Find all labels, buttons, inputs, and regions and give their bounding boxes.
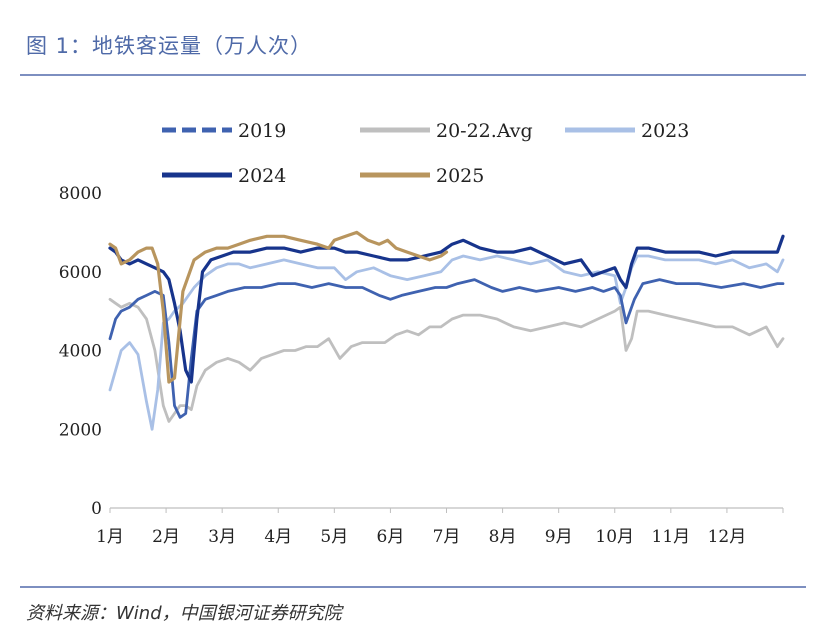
title-rule xyxy=(20,74,806,76)
legend-label: 2019 xyxy=(238,120,286,142)
series-line-2023 xyxy=(108,254,785,431)
x-tick-label: 8月 xyxy=(489,527,517,547)
x-tick-label: 2月 xyxy=(152,527,180,547)
x-tick-label: 7月 xyxy=(433,527,461,547)
figure-title: 图 1：地铁客运量（万人次） xyxy=(26,34,313,58)
x-tick-label: 12月 xyxy=(708,527,747,547)
x-axis: 1月 2月 3月 4月 5月 6月 7月 8月 9月 10月 11月 12月 xyxy=(96,507,784,547)
legend-label: 20-22.Avg xyxy=(436,120,533,142)
legend-label: 2025 xyxy=(436,165,484,187)
series-line-20-22-avg xyxy=(108,297,785,423)
series-line-2019 xyxy=(108,278,785,419)
legend: 2019 20-22.Avg 2023 2024 2025 xyxy=(162,120,689,187)
y-tick-label: 4000 xyxy=(59,342,102,362)
x-tick-label: 10月 xyxy=(595,527,634,547)
x-tick-label: 5月 xyxy=(320,527,348,547)
source-note: 资料来源：Wind，中国银河证券研究院 xyxy=(26,603,342,624)
series-line-2025 xyxy=(108,230,449,384)
x-tick-label: 4月 xyxy=(264,527,292,547)
series-line-2024 xyxy=(108,234,785,384)
y-axis: 0 2000 4000 6000 8000 xyxy=(59,184,102,519)
x-tick-label: 1月 xyxy=(96,527,124,547)
legend-label: 2023 xyxy=(641,120,689,142)
legend-label: 2024 xyxy=(238,165,286,187)
x-tick-label: 11月 xyxy=(652,527,691,547)
y-tick-label: 2000 xyxy=(59,420,102,440)
y-tick-label: 6000 xyxy=(59,263,102,283)
x-tick-label: 3月 xyxy=(208,527,236,547)
y-tick-label: 8000 xyxy=(59,184,102,204)
source-rule xyxy=(20,586,806,588)
x-tick-label: 9月 xyxy=(545,527,573,547)
y-tick-label: 0 xyxy=(91,499,102,519)
x-tick-label: 6月 xyxy=(377,527,405,547)
plot-area xyxy=(108,230,785,431)
